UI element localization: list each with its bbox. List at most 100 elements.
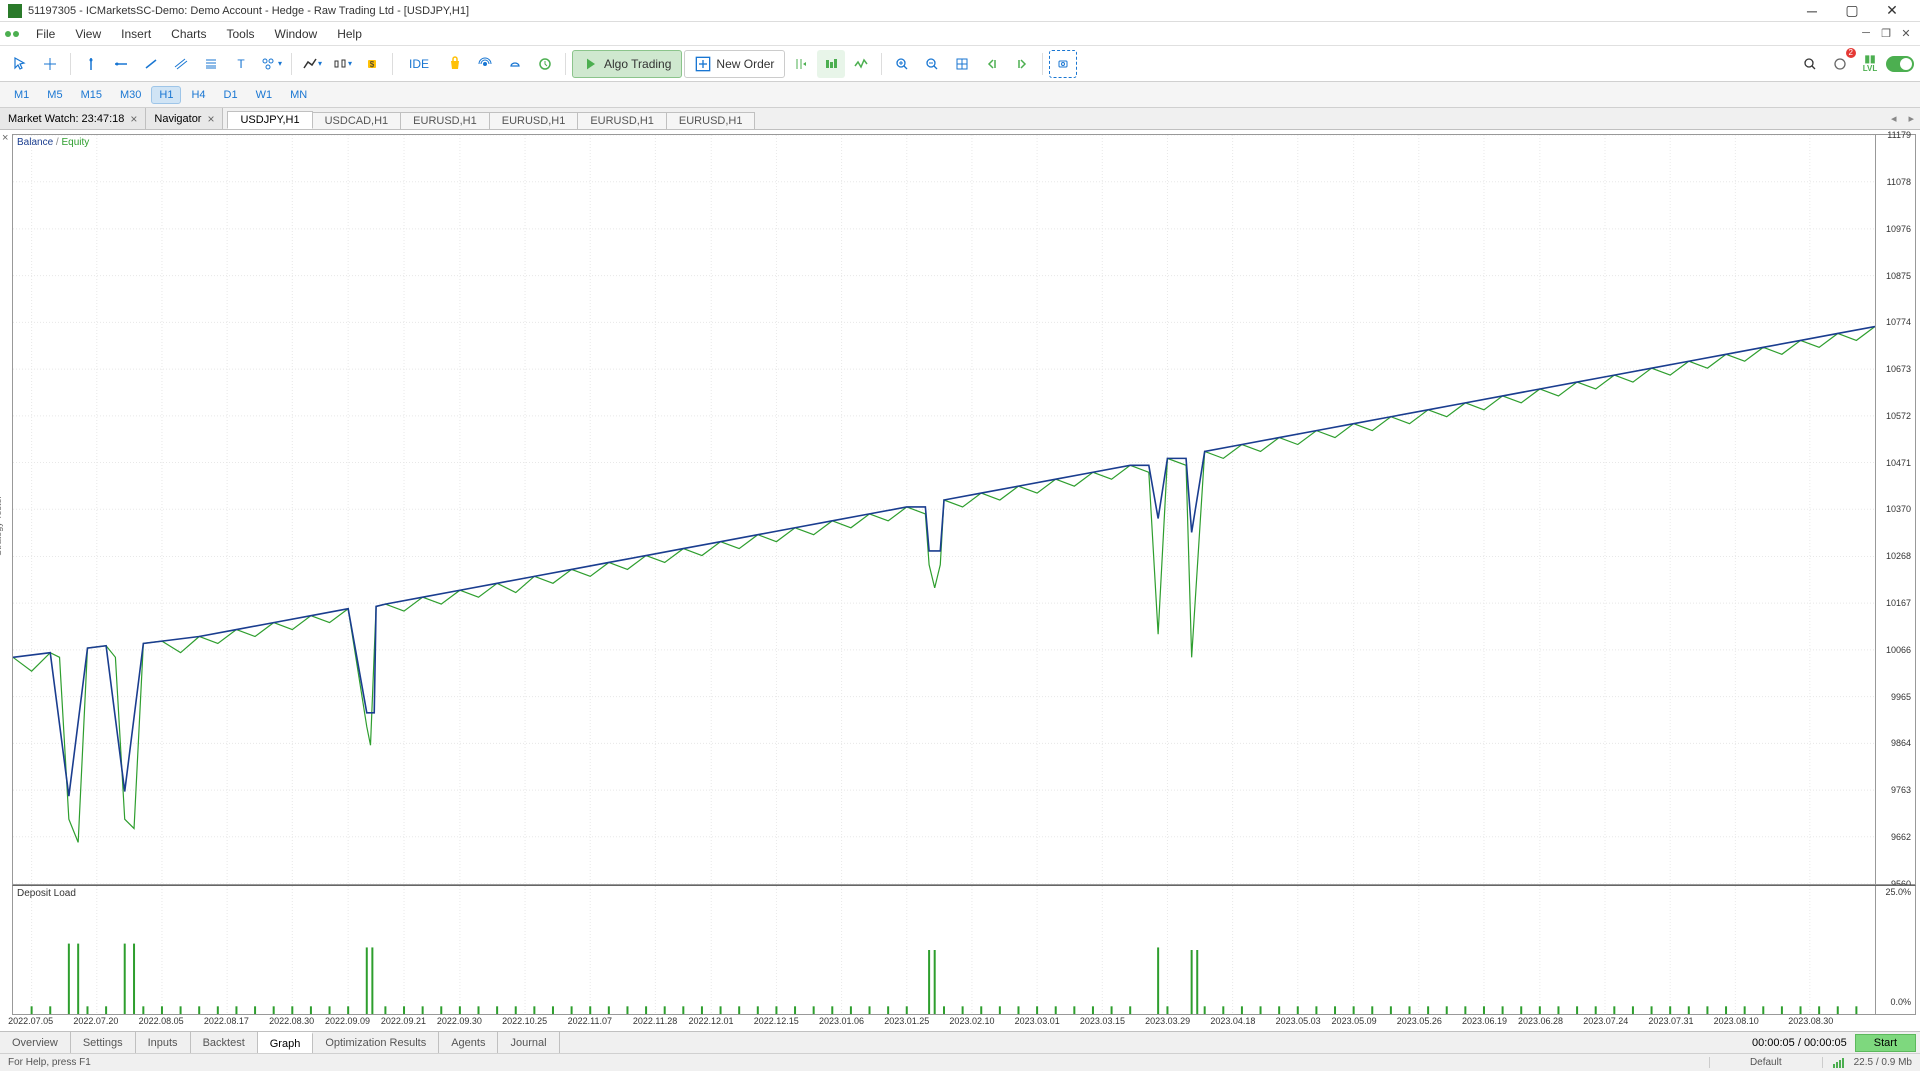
timeframe-m1-button[interactable]: M1 [6,86,37,104]
start-button[interactable]: Start [1855,1034,1916,1052]
menu-file[interactable]: File [26,22,65,45]
chart-tab-0[interactable]: USDJPY,H1 [227,111,312,129]
line-chart-button[interactable]: ▾ [298,50,326,78]
timeframe-h4-button[interactable]: H4 [183,86,213,104]
minimize-button[interactable]: ─ [1792,0,1832,22]
tester-tab-agents[interactable]: Agents [439,1032,498,1053]
navigator-panel-tab[interactable]: Navigator × [146,108,223,129]
signals-button[interactable] [471,50,499,78]
candlestick-button[interactable]: ▾ [328,50,356,78]
algo-trading-button[interactable]: Algo Trading [572,50,682,78]
xaxis-tick: 2022.10.25 [502,1016,547,1026]
crosshair-tool-button[interactable] [36,50,64,78]
tester-tab-inputs[interactable]: Inputs [136,1032,191,1053]
yaxis-tick: 11078 [1887,177,1911,187]
market-watch-close-icon[interactable]: × [130,112,137,126]
copilot-button[interactable] [531,50,559,78]
tester-tab-backtest[interactable]: Backtest [191,1032,258,1053]
equidistant-channel-button[interactable] [167,50,195,78]
tester-tab-overview[interactable]: Overview [0,1032,71,1053]
chart-tab-2[interactable]: EURUSD,H1 [400,112,490,129]
deposit-load-chart[interactable]: Deposit Load 25.0% 0.0% [12,885,1916,1015]
timeframe-d1-button[interactable]: D1 [216,86,246,104]
menu-view[interactable]: View [65,22,111,45]
step-back-button[interactable] [978,50,1006,78]
svg-text:T: T [237,57,245,71]
chart-tab-3[interactable]: EURUSD,H1 [489,112,579,129]
chart-tab-4[interactable]: EURUSD,H1 [577,112,667,129]
menu-window[interactable]: Window [265,22,328,45]
tester-tab-journal[interactable]: Journal [498,1032,559,1053]
auto-scroll-button[interactable] [817,50,845,78]
xaxis-tick: 2023.06.28 [1518,1016,1563,1026]
navigator-close-icon[interactable]: × [207,112,214,126]
fibonacci-button[interactable] [197,50,225,78]
trendline-button[interactable] [137,50,165,78]
toolbar: T ▾ ▾ ▾ $ IDE Algo Trading New Order 2 ▮… [0,46,1920,82]
ide-button[interactable]: IDE [399,50,439,78]
sub-ytick-max: 25.0% [1885,887,1911,897]
grid-button[interactable] [948,50,976,78]
xaxis-tick: 2022.09.09 [325,1016,370,1026]
step-forward-button[interactable] [1008,50,1036,78]
close-button[interactable]: ✕ [1872,0,1912,22]
yaxis-tick: 9662 [1891,832,1911,842]
yaxis-tick: 10774 [1886,317,1911,327]
menu-tools[interactable]: Tools [217,22,265,45]
tester-tab-graph[interactable]: Graph [258,1032,314,1053]
balance-equity-chart[interactable]: Balance / Equity 11179110781097610875107… [12,134,1916,885]
zoom-in-button[interactable] [888,50,916,78]
new-order-button[interactable]: New Order [684,50,785,78]
menu-help[interactable]: Help [327,22,372,45]
notifications-button[interactable]: 2 [1826,50,1854,78]
tester-tab-settings[interactable]: Settings [71,1032,136,1053]
text-tool-button[interactable]: T [227,50,255,78]
mdi-close-button[interactable]: ✕ [1896,27,1916,40]
market-depth-button[interactable]: $ [358,50,386,78]
screenshot-button[interactable] [1049,50,1077,78]
maximize-button[interactable]: ▢ [1832,0,1872,22]
horizontal-line-button[interactable] [107,50,135,78]
cursor-tool-button[interactable] [6,50,34,78]
menu-charts[interactable]: Charts [161,22,216,45]
lvl-button[interactable]: ▮▮LVL [1856,50,1884,78]
timeframe-w1-button[interactable]: W1 [248,86,281,104]
yaxis-tick: 9763 [1891,785,1911,795]
chart-tabs-next-button[interactable]: ▸ [1902,112,1920,125]
yaxis-tick: 10167 [1886,598,1911,608]
market-watch-panel-tab[interactable]: Market Watch: 23:47:18 × [0,108,146,129]
chart-tab-1[interactable]: USDCAD,H1 [312,112,402,129]
navigator-label: Navigator [154,113,201,125]
yaxis-tick: 10268 [1886,551,1911,561]
vps-button[interactable] [501,50,529,78]
timeframe-bar: M1M5M15M30H1H4D1W1MN [0,82,1920,108]
timeframe-m30-button[interactable]: M30 [112,86,149,104]
zoom-out-button[interactable] [918,50,946,78]
vertical-line-button[interactable] [77,50,105,78]
mt5-icon [4,26,20,42]
search-button[interactable] [1796,50,1824,78]
timeframe-mn-button[interactable]: MN [282,86,315,104]
mdi-minimize-button[interactable]: ─ [1856,27,1876,40]
xaxis-tick: 2023.06.19 [1462,1016,1507,1026]
xaxis-tick: 2022.07.20 [73,1016,118,1026]
tester-timer: 00:00:05 / 00:00:05 [1752,1037,1847,1049]
chart-tab-5[interactable]: EURUSD,H1 [666,112,756,129]
timeframe-h1-button[interactable]: H1 [151,86,181,104]
status-network: 22.5 / 0.9 Mb [1854,1057,1912,1068]
timeframe-m15-button[interactable]: M15 [73,86,110,104]
close-tester-button[interactable]: × [2,132,8,144]
tester-tab-optimization-results[interactable]: Optimization Results [313,1032,439,1053]
svg-text:$: $ [370,60,375,69]
objects-dropdown-button[interactable]: ▾ [257,50,285,78]
connection-toggle[interactable] [1886,50,1914,78]
chart-shift-button[interactable] [787,50,815,78]
indicators-button[interactable] [847,50,875,78]
yaxis-tick: 10673 [1886,364,1911,374]
chart-tabs-prev-button[interactable]: ◂ [1885,112,1903,125]
menu-insert[interactable]: Insert [111,22,161,45]
algo-trading-label: Algo Trading [604,57,671,71]
timeframe-m5-button[interactable]: M5 [39,86,70,104]
mdi-restore-button[interactable]: ❐ [1876,27,1896,40]
market-button[interactable] [441,50,469,78]
